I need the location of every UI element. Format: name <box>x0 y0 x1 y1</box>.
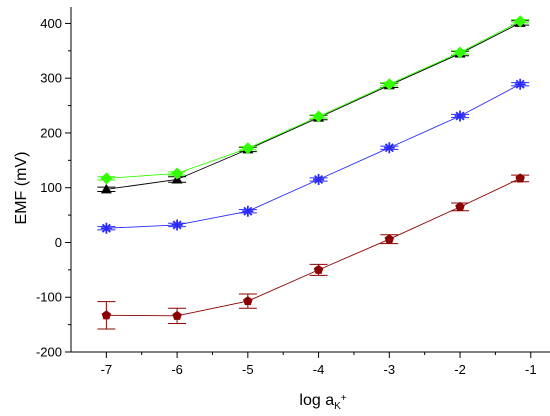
data-point <box>171 219 183 231</box>
data-point <box>383 78 396 91</box>
data-point <box>455 201 465 211</box>
data-point <box>243 296 253 306</box>
series-layer <box>97 15 530 330</box>
series-line <box>106 177 521 317</box>
y-tick-label: -100 <box>36 290 62 305</box>
data-point <box>515 173 525 183</box>
data-point <box>100 172 113 185</box>
data-point <box>514 78 526 90</box>
y-tick-label: 400 <box>40 16 62 31</box>
x-axis-title-subscript: K <box>334 401 341 412</box>
series-2 <box>97 15 530 185</box>
y-tick-label: 300 <box>40 71 62 86</box>
data-point <box>242 205 254 217</box>
data-point <box>100 222 112 234</box>
data-point <box>454 46 467 59</box>
data-point <box>241 142 254 155</box>
data-point <box>383 142 395 154</box>
y-tick-label: 0 <box>55 235 62 250</box>
y-axis-title: EMF (mV) <box>13 152 30 225</box>
series-1 <box>97 17 530 194</box>
data-point <box>514 15 527 28</box>
x-axis-title: log aK+ <box>299 392 346 412</box>
data-point <box>171 167 184 180</box>
series-4 <box>97 173 530 330</box>
x-axis-title-main: log a <box>299 392 334 409</box>
data-point <box>100 183 112 194</box>
axes: -200 -100 0 100 200 300 400 -7 -6 -5 -4 -3 -2 -1 <box>36 7 550 377</box>
x-tick-label: -2 <box>454 362 466 377</box>
data-point <box>313 174 325 185</box>
y-tick-label: 100 <box>40 180 62 195</box>
series-3 <box>97 78 530 234</box>
data-point <box>172 310 182 320</box>
series-line <box>106 20 521 179</box>
y-tick-label: 200 <box>40 125 62 140</box>
x-tick-label: -5 <box>242 362 254 377</box>
x-tick-label: -7 <box>101 362 113 377</box>
data-point <box>313 264 324 274</box>
x-tick-label: -1 <box>525 362 537 377</box>
x-tick-label: -4 <box>313 362 325 377</box>
x-axis-title-superscript: + <box>341 393 347 404</box>
x-tick-label: -6 <box>171 362 183 377</box>
series-line <box>106 22 521 190</box>
y-tick-label: -200 <box>36 345 62 360</box>
data-point <box>454 110 466 122</box>
x-tick-label: -3 <box>384 362 396 377</box>
data-point <box>384 234 395 244</box>
data-point <box>312 110 325 123</box>
data-point <box>101 310 112 320</box>
